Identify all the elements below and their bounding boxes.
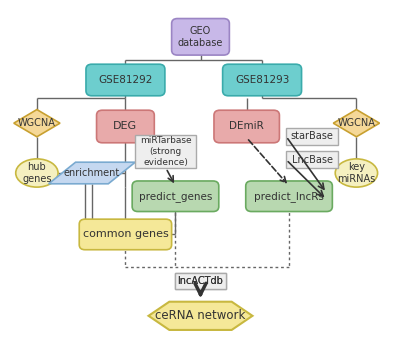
- Text: LncBase: LncBase: [292, 155, 333, 165]
- Text: lncACTdb: lncACTdb: [178, 276, 223, 286]
- Bar: [176, 273, 225, 289]
- Text: WGCNA: WGCNA: [18, 118, 56, 128]
- FancyBboxPatch shape: [79, 219, 172, 250]
- Text: ceRNA network: ceRNA network: [155, 309, 246, 322]
- Polygon shape: [14, 110, 60, 137]
- FancyBboxPatch shape: [223, 64, 302, 96]
- Polygon shape: [333, 110, 379, 137]
- Text: hub
genes: hub genes: [22, 162, 52, 184]
- Polygon shape: [148, 302, 253, 330]
- Polygon shape: [49, 162, 135, 184]
- FancyBboxPatch shape: [132, 181, 219, 211]
- Bar: [286, 128, 338, 145]
- Text: GEO
database: GEO database: [178, 26, 223, 48]
- Text: common genes: common genes: [83, 229, 168, 239]
- Bar: [136, 135, 196, 168]
- Text: GSE81292: GSE81292: [98, 75, 153, 85]
- Text: predict_lncRs: predict_lncRs: [254, 191, 324, 202]
- FancyBboxPatch shape: [214, 110, 279, 143]
- Text: GSE81293: GSE81293: [235, 75, 289, 85]
- Text: predict_genes: predict_genes: [139, 191, 212, 202]
- Text: WGCNA: WGCNA: [338, 118, 375, 128]
- Text: DEmiR: DEmiR: [229, 121, 264, 131]
- Ellipse shape: [16, 159, 58, 187]
- Bar: [176, 273, 225, 289]
- Ellipse shape: [335, 159, 378, 187]
- FancyBboxPatch shape: [97, 110, 154, 143]
- Text: DEG: DEG: [113, 121, 138, 131]
- Text: enrichment: enrichment: [64, 168, 120, 178]
- Text: miRTarbase
(strong
evidence): miRTarbase (strong evidence): [140, 136, 192, 167]
- FancyBboxPatch shape: [86, 64, 165, 96]
- Bar: [286, 151, 338, 169]
- FancyBboxPatch shape: [172, 19, 229, 55]
- Text: lncACTdb: lncACTdb: [178, 276, 223, 286]
- Text: key
miRNAs: key miRNAs: [337, 162, 375, 184]
- FancyBboxPatch shape: [246, 181, 332, 211]
- Text: starBase: starBase: [291, 131, 334, 142]
